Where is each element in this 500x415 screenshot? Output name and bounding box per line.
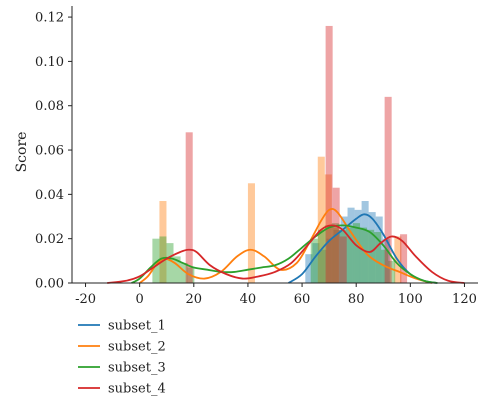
x-tick-label: 40	[240, 292, 257, 307]
histogram-bar-subset_1	[368, 212, 376, 283]
histogram-bar-subset_1	[326, 238, 334, 283]
histogram-bar-subset_1	[312, 243, 320, 283]
histogram-bar-subset_3	[173, 256, 181, 283]
legend-label-subset_2: subset_2	[108, 340, 166, 355]
histogram-bar-subset_3	[310, 238, 318, 283]
histogram-bar-subset_1	[340, 216, 348, 283]
y-tick-label: 0.10	[35, 55, 64, 70]
y-tick-label: 0.06	[35, 144, 64, 159]
histogram-bar-subset_2	[331, 227, 339, 283]
histogram-bar-subset_3	[352, 223, 360, 283]
histogram-bar-subset_3	[166, 243, 174, 283]
histogram-bar-subset_4	[325, 25, 333, 283]
histogram-bar-subset_3	[374, 232, 382, 283]
histogram-bar-subset_1	[319, 249, 327, 283]
histogram-bar-subset_1	[382, 238, 390, 283]
y-axis-label: Score	[14, 132, 30, 173]
histogram-bar-subset_4	[339, 236, 347, 283]
x-tick-label: 20	[186, 292, 203, 307]
histogram-bars	[152, 25, 408, 283]
histogram-bar-subset_3	[345, 227, 353, 283]
histogram-bar-subset_3	[180, 263, 188, 283]
histogram-bar-subset_3	[324, 225, 332, 283]
y-tick-label: 0.12	[35, 11, 64, 26]
kde-line-subset_3	[131, 224, 438, 284]
y-tick-label: 0.00	[35, 277, 64, 292]
x-tick-label: 60	[294, 292, 311, 307]
x-tick-label: 120	[452, 292, 477, 307]
y-tick-label: 0.04	[35, 188, 64, 203]
x-tick-label: 0	[136, 292, 144, 307]
axes	[71, 6, 478, 284]
histogram-bar-subset_2	[247, 183, 255, 283]
histogram-bar-subset_3	[331, 223, 339, 283]
legend-label-subset_1: subset_1	[108, 319, 166, 334]
x-tick-label: -20	[75, 292, 96, 307]
legend-label-subset_3: subset_3	[108, 361, 166, 376]
histogram-bar-subset_1	[347, 207, 355, 283]
histogram-bar-subset_1	[375, 216, 383, 283]
histogram-bar-subset_4	[400, 234, 408, 283]
histogram-bar-subset_4	[185, 132, 193, 283]
kde-line-subset_4	[107, 224, 465, 284]
histogram-bar-subset_4	[384, 96, 392, 283]
histogram-bar-subset_2	[159, 201, 167, 283]
histogram-bar-subset_1	[333, 229, 341, 283]
ticks: -20 0 20 40 60 80 100 120 0.00 0.02 0.04 0.06 0.08 0.…	[35, 11, 477, 307]
legend: subset_1 subset_2 subset_3 subset_4	[78, 319, 166, 397]
histogram-bar-subset_3	[359, 227, 368, 283]
legend-label-subset_4: subset_4	[108, 382, 166, 397]
histogram-bar-subset_3	[338, 229, 346, 283]
x-tick-label: 100	[398, 292, 423, 307]
histogram-bar-subset_1	[305, 254, 313, 283]
y-tick-label: 0.02	[35, 232, 64, 247]
histogram-bar-subset_3	[152, 238, 160, 283]
x-tick-label: 80	[348, 292, 365, 307]
y-tick-label: 0.08	[35, 99, 64, 114]
histogram-bar-subset_3	[388, 260, 396, 283]
histogram-bar-subset_1	[361, 201, 369, 283]
histogram-bar-subset_3	[317, 229, 325, 283]
kde-curves	[107, 208, 465, 284]
